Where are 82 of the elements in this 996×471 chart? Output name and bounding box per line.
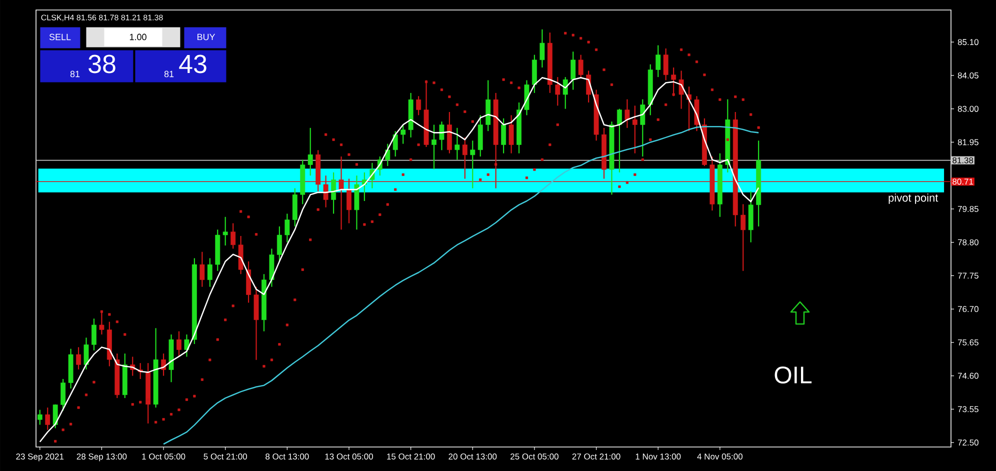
candlestick	[176, 330, 182, 358]
y-tick-label: 77.75	[958, 272, 978, 279]
y-tick-label: 75.65	[958, 339, 978, 346]
candlestick	[45, 407, 50, 430]
candlestick	[338, 156, 344, 230]
ref-line-label: 81.38	[952, 157, 974, 164]
candlestick	[222, 216, 228, 246]
x-tick-label: 8 Oct 13:00	[266, 454, 309, 460]
chart-title: CLSK,H4 81.56 81.78 81.21 81.38	[41, 14, 163, 22]
candlestick	[52, 404, 58, 429]
candlestick	[99, 312, 104, 336]
x-tick-label: 27 Oct 21:00	[572, 454, 620, 460]
candlestick	[656, 44, 661, 78]
annotation: 1.00	[130, 34, 146, 40]
candlestick	[508, 114, 514, 154]
candlestick	[439, 121, 444, 151]
candlestick	[392, 130, 398, 158]
candlestick	[385, 143, 390, 167]
candlestick	[400, 124, 406, 144]
candlestick	[331, 172, 336, 214]
candlestick	[501, 118, 506, 154]
candlestick	[230, 222, 236, 250]
y-tick-label: 74.60	[958, 372, 978, 379]
x-tick-label: 5 Oct 21:00	[204, 454, 247, 460]
x-tick-label: 13 Oct 05:00	[325, 454, 373, 460]
x-tick-label: 15 Oct 21:00	[387, 454, 435, 460]
y-tick-label: 72.50	[958, 440, 978, 446]
candlestick	[640, 98, 646, 158]
candlestick	[276, 226, 282, 262]
candlestick	[416, 96, 422, 116]
candlestick	[740, 204, 746, 272]
candlestick	[454, 127, 460, 160]
y-tick-label: 84.05	[958, 72, 978, 78]
candlestick	[92, 318, 96, 351]
candlestick	[632, 105, 638, 154]
x-tick-label: 1 Oct 05:00	[142, 454, 186, 460]
candlestick	[663, 48, 668, 81]
candlestick	[470, 140, 476, 189]
text: OIL	[774, 366, 812, 384]
candlestick	[570, 51, 576, 90]
candlestick	[346, 178, 352, 224]
y-tick-label: 79.85	[958, 206, 978, 212]
annotation: BUY	[197, 34, 216, 40]
candlestick	[76, 346, 81, 370]
annotation: 81	[70, 70, 80, 78]
candlestick	[624, 98, 630, 128]
band-label: pivot point	[888, 194, 938, 204]
candlestick	[84, 337, 89, 370]
candlestick	[555, 76, 560, 106]
y-tick-label: 85.10	[958, 39, 978, 46]
candlestick	[578, 54, 584, 78]
candlestick	[207, 258, 212, 288]
x-tick-label: 4 Nov 05:00	[697, 454, 742, 460]
ref-line-label: 80.71	[952, 178, 974, 185]
y-tick-label: 83.00	[958, 106, 978, 112]
candlestick	[678, 70, 684, 110]
x-tick-label: 23 Sep 2021	[16, 454, 64, 462]
candlestick	[308, 127, 313, 176]
candlestick	[671, 66, 676, 97]
y-tick-label: 76.70	[958, 306, 978, 312]
candlestick	[562, 76, 568, 110]
candlestick	[540, 28, 545, 68]
candlestick	[617, 108, 622, 173]
candlestick	[200, 251, 205, 288]
annotation: 43	[179, 54, 206, 74]
y-tick-label: 73.55	[958, 406, 978, 412]
x-tick-label: 1 Nov 13:00	[636, 454, 681, 460]
annotation: 81	[164, 70, 174, 78]
candlestick	[432, 124, 436, 170]
candlestick	[284, 213, 290, 243]
candlestick	[60, 378, 66, 412]
candlestick	[462, 136, 468, 180]
candlestick	[323, 175, 328, 208]
x-tick-label: 20 Oct 13:00	[448, 454, 497, 460]
annotation: 38	[88, 54, 116, 74]
x-tick-label: 25 Oct 05:00	[510, 454, 558, 460]
annotation: SELL	[49, 34, 71, 40]
candlestick	[184, 334, 190, 358]
y-tick-label: 81.95	[958, 139, 978, 146]
x-tick-label: 28 Sep 13:00	[76, 454, 127, 462]
y-tick-label: 78.80	[958, 239, 978, 246]
candlestick	[37, 409, 42, 426]
